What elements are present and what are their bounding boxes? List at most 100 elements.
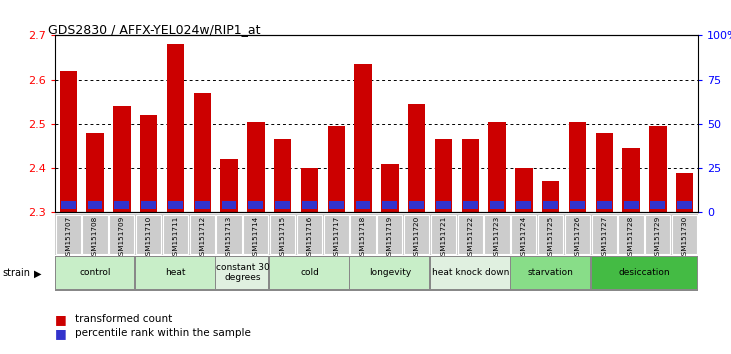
Text: GSM151710: GSM151710 [145,215,151,259]
Text: GSM151716: GSM151716 [306,215,312,259]
Bar [220,159,238,212]
Text: heat: heat [165,268,186,277]
Text: GSM151722: GSM151722 [467,215,473,259]
Bar [324,215,349,255]
Bar [542,181,559,212]
Bar [194,93,211,212]
Bar [672,215,697,255]
Bar [141,201,156,209]
Bar [115,201,129,209]
Bar [61,201,75,209]
Bar [270,257,349,289]
Bar [488,122,506,212]
Bar [543,201,558,209]
Text: desiccation: desiccation [618,268,670,277]
Text: GSM151728: GSM151728 [628,215,634,259]
Text: GSM151730: GSM151730 [682,215,688,259]
Text: ■: ■ [55,313,67,326]
Text: starvation: starvation [528,268,574,277]
Bar [356,201,371,209]
Bar [515,168,533,212]
Bar [83,215,107,255]
Text: GSM151709: GSM151709 [119,215,125,259]
Text: GSM151729: GSM151729 [655,215,661,259]
Text: GSM151708: GSM151708 [92,215,98,259]
Bar [140,115,157,212]
Text: GSM151720: GSM151720 [414,215,420,259]
Bar [678,201,692,209]
Bar [569,122,586,212]
Bar [355,64,372,212]
Bar [86,133,104,212]
Bar [167,44,184,212]
Bar [189,215,215,255]
Text: ▶: ▶ [34,268,41,278]
Bar [645,215,670,255]
Bar [622,148,640,212]
Text: transformed count: transformed count [75,314,173,324]
Text: GSM151712: GSM151712 [200,215,205,259]
Text: GSM151715: GSM151715 [280,215,286,259]
Bar [56,257,135,289]
Bar [163,215,188,255]
Bar [249,201,263,209]
Text: GSM151713: GSM151713 [226,215,232,259]
Bar [597,201,612,209]
Bar [382,201,397,209]
Bar [676,172,694,212]
Bar [511,257,590,289]
Bar [596,133,613,212]
Bar [216,257,268,289]
Text: GSM151719: GSM151719 [387,215,393,259]
Bar [302,201,317,209]
Bar [431,215,456,255]
Text: GSM151723: GSM151723 [494,215,500,259]
Bar [195,201,210,209]
Bar [297,215,322,255]
Text: GSM151721: GSM151721 [441,215,447,259]
Text: GSM151718: GSM151718 [360,215,366,259]
Bar [511,215,537,255]
Bar [168,201,183,209]
Bar [490,201,504,209]
Text: GSM151717: GSM151717 [333,215,339,259]
Bar [381,164,398,212]
Bar [221,201,236,209]
Bar [461,139,479,212]
Bar [329,201,344,209]
Bar [377,215,403,255]
Bar [463,201,477,209]
Bar [300,168,318,212]
Bar [136,215,162,255]
Bar [591,215,617,255]
Text: GSM151714: GSM151714 [253,215,259,259]
Bar [431,257,510,289]
Bar [327,126,345,212]
Bar [618,215,644,255]
Bar [276,201,290,209]
Bar [350,257,429,289]
Bar [436,201,451,209]
Bar [136,257,215,289]
Text: GSM151727: GSM151727 [602,215,607,259]
Text: percentile rank within the sample: percentile rank within the sample [75,329,251,338]
Text: cold: cold [300,268,319,277]
Bar [591,257,697,289]
Bar [113,106,131,212]
Bar [274,139,292,212]
Bar [404,215,429,255]
Bar [435,139,452,212]
Text: heat knock down: heat knock down [431,268,509,277]
Text: GSM151726: GSM151726 [575,215,580,259]
Bar [517,201,531,209]
Text: strain: strain [2,268,30,278]
Bar [270,215,295,255]
Bar [350,215,376,255]
Bar [56,215,81,255]
Bar [216,215,242,255]
Bar [565,215,590,255]
Text: longevity: longevity [368,268,411,277]
Bar [88,201,102,209]
Text: GSM151725: GSM151725 [548,215,553,259]
Text: ■: ■ [55,327,67,340]
